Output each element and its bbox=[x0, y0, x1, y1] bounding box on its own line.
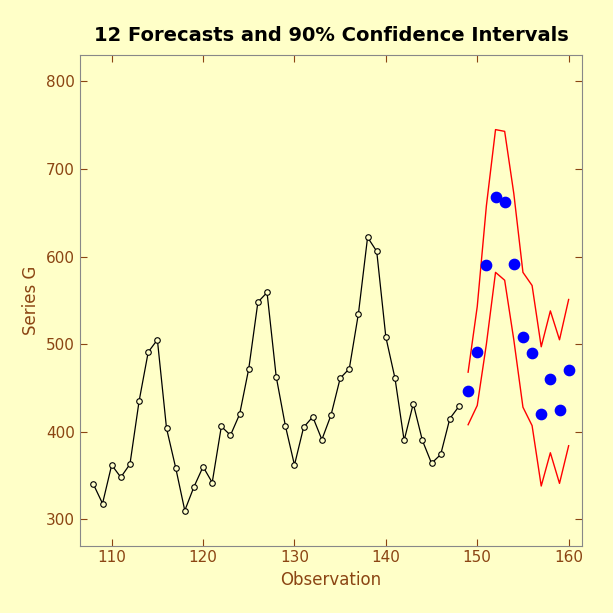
X-axis label: Observation: Observation bbox=[281, 571, 381, 589]
Point bbox=[481, 261, 491, 270]
Point bbox=[473, 347, 482, 357]
Point bbox=[509, 259, 519, 269]
Title: 12 Forecasts and 90% Confidence Intervals: 12 Forecasts and 90% Confidence Interval… bbox=[94, 26, 568, 45]
Point bbox=[500, 197, 509, 207]
Y-axis label: Series G: Series G bbox=[22, 265, 40, 335]
Point bbox=[546, 375, 555, 384]
Point bbox=[527, 348, 537, 358]
Point bbox=[555, 405, 565, 415]
Point bbox=[536, 409, 546, 419]
Point bbox=[463, 386, 473, 395]
Point bbox=[490, 192, 500, 202]
Point bbox=[518, 332, 528, 342]
Point bbox=[564, 365, 574, 375]
